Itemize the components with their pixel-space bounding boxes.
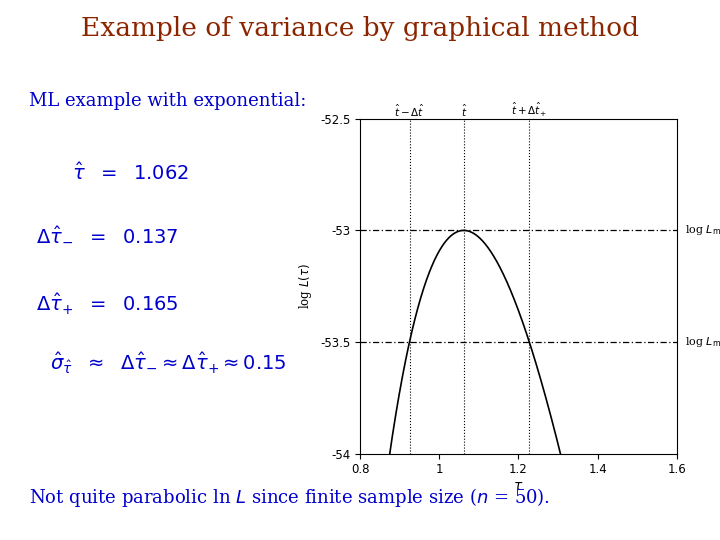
Text: $\hat{t}-\Delta\hat{t}$: $\hat{t}-\Delta\hat{t}$ bbox=[395, 103, 425, 119]
Text: ML example with exponential:: ML example with exponential: bbox=[29, 92, 306, 110]
Text: $\hat{\tau}\ \ =\ \ 1.062$: $\hat{\tau}\ \ =\ \ 1.062$ bbox=[72, 162, 189, 184]
Text: $\hat{t}+\Delta\hat{t}_{+}$: $\hat{t}+\Delta\hat{t}_{+}$ bbox=[511, 100, 546, 119]
Text: $\Delta\hat{\tau}_{+}\ \ =\ \ 0.165$: $\Delta\hat{\tau}_{+}\ \ =\ \ 0.165$ bbox=[36, 292, 179, 317]
Text: $\hat{t}$: $\hat{t}$ bbox=[461, 103, 467, 119]
Text: log $L_{\mathrm{max}}$: log $L_{\mathrm{max}}$ bbox=[685, 224, 720, 238]
Text: Not quite parabolic ln $L$ since finite sample size ($n$ = 50).: Not quite parabolic ln $L$ since finite … bbox=[29, 486, 550, 509]
Text: log $L_{\mathrm{max}}-1/2$: log $L_{\mathrm{max}}-1/2$ bbox=[685, 335, 720, 349]
Y-axis label: log $L(\tau)$: log $L(\tau)$ bbox=[297, 263, 315, 309]
Text: Example of variance by graphical method: Example of variance by graphical method bbox=[81, 16, 639, 41]
Text: $\Delta\hat{\tau}_{-}\ \ =\ \ 0.137$: $\Delta\hat{\tau}_{-}\ \ =\ \ 0.137$ bbox=[36, 227, 179, 246]
X-axis label: $\tau$: $\tau$ bbox=[513, 479, 523, 493]
Text: $\hat{\sigma}_{\hat{\tau}}\ \ \approx\ \ \Delta\hat{\tau}_{-} \approx \Delta\hat: $\hat{\sigma}_{\hat{\tau}}\ \ \approx\ \… bbox=[50, 351, 287, 376]
